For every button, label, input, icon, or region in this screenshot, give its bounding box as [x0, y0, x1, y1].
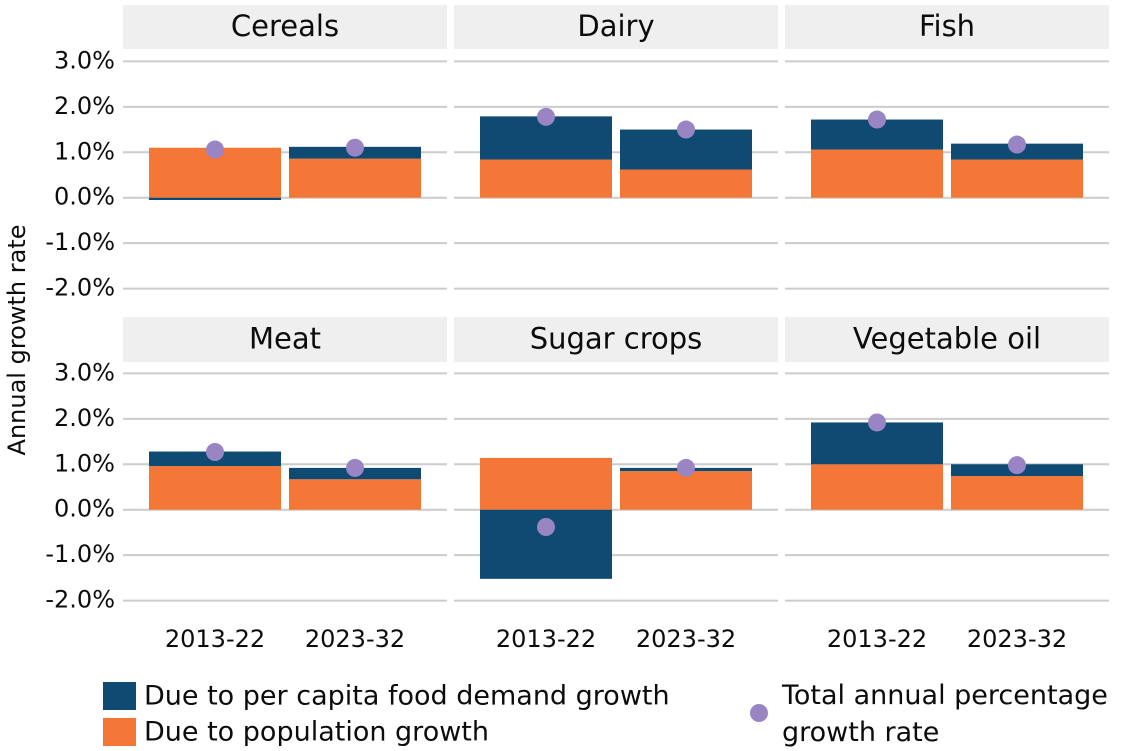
x-tick-label: 2023-32: [967, 625, 1067, 653]
legend-label: Due to population growth: [144, 717, 489, 748]
y-tick-label: 3.0%: [54, 358, 115, 386]
y-tick-label: 2.0%: [54, 404, 115, 432]
total-dot: [206, 443, 224, 461]
total-dot: [346, 458, 364, 477]
y-tick-label: 1.0%: [54, 449, 115, 477]
y-axis-label: Annual growth rate: [3, 225, 31, 456]
x-tick-label: 2023-32: [305, 625, 405, 653]
total-dot: [677, 120, 695, 139]
x-tick-label: 2013-22: [827, 625, 927, 653]
legend-swatch: [750, 704, 768, 722]
bar: [951, 476, 1083, 510]
legend-swatch: [103, 682, 136, 710]
total-dot: [537, 518, 555, 536]
bar: [480, 159, 612, 198]
y-tick-label: -1.0%: [45, 540, 115, 568]
total-dot: [206, 140, 224, 159]
panel-header: [785, 317, 1109, 362]
bar: [620, 471, 752, 510]
panel-header: [454, 317, 778, 362]
bar: [811, 149, 943, 198]
x-tick-label: 2023-32: [636, 625, 736, 653]
bar: [289, 158, 421, 198]
total-dot: [868, 413, 886, 432]
total-dot: [868, 110, 886, 129]
bar: [480, 457, 612, 510]
panel-title: Vegetable oil: [853, 322, 1041, 356]
panel-title: Dairy: [577, 9, 654, 43]
x-tick-label: 2013-22: [165, 625, 265, 653]
panel-header: [454, 5, 778, 49]
bar: [951, 159, 1083, 198]
y-tick-label: -2.0%: [45, 274, 115, 302]
y-tick-label: 0.0%: [54, 183, 115, 211]
panel-title: Cereals: [231, 9, 339, 43]
total-dot: [537, 107, 555, 126]
panel-title: Meat: [249, 322, 321, 356]
y-tick-label: -2.0%: [45, 586, 115, 614]
total-dot: [1008, 456, 1026, 475]
panel-header: [785, 5, 1109, 49]
x-tick-label: 2013-22: [496, 625, 596, 653]
y-tick-label: 3.0%: [54, 46, 115, 74]
bar: [289, 479, 421, 510]
panel-header: [123, 317, 447, 362]
y-tick-label: 2.0%: [54, 92, 115, 120]
panel-title: Fish: [919, 9, 975, 43]
bar: [811, 464, 943, 510]
bar: [620, 169, 752, 198]
bar: [149, 466, 281, 510]
total-dot: [346, 138, 364, 157]
y-tick-label: 1.0%: [54, 137, 115, 165]
y-tick-label: 0.0%: [54, 495, 115, 523]
total-dot: [677, 458, 695, 477]
legend-label: Due to per capita food demand growth: [144, 681, 670, 712]
bar: [149, 197, 281, 200]
legend-label: Total annual percentage growth rate: [782, 680, 1108, 748]
panel-header: [123, 5, 447, 49]
legend-swatch: [103, 718, 136, 746]
total-dot: [1008, 135, 1026, 154]
y-tick-label: -1.0%: [45, 228, 115, 256]
panel-title: Sugar crops: [530, 322, 703, 356]
